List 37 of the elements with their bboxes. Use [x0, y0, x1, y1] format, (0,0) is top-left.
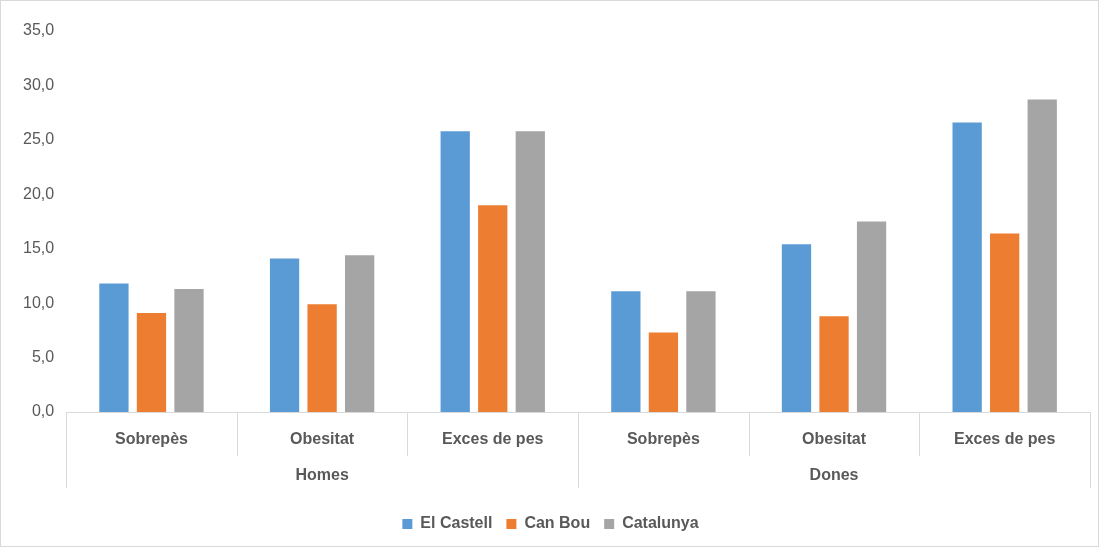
y-tick-label: 25,0	[23, 130, 55, 148]
bar	[345, 255, 375, 412]
bar	[781, 244, 812, 412]
x-tick-label: Exces de pes	[953, 430, 1056, 448]
x-tick-label: Obesitat	[802, 430, 867, 448]
bar	[307, 304, 337, 412]
bar	[136, 312, 167, 412]
bar	[1027, 99, 1057, 412]
x-tick-label: Sobrepès	[115, 430, 189, 448]
y-tick-label: 30,0	[23, 75, 55, 93]
legend-label: El Castell	[420, 514, 493, 532]
x-tick-label: Sobrepès	[626, 430, 700, 448]
y-tick-label: 20,0	[23, 184, 55, 202]
bar	[174, 288, 204, 412]
bar	[819, 316, 849, 412]
bar	[952, 122, 982, 412]
y-tick-label: 0,0	[31, 402, 55, 420]
x-tick-label: Obesitat	[290, 430, 355, 448]
y-tick-label: 10,0	[23, 293, 55, 311]
y-tick-label: 35,0	[23, 21, 55, 39]
bar	[269, 258, 300, 412]
bar	[648, 332, 679, 412]
legend-label: Can Bou	[524, 514, 591, 532]
bar	[611, 291, 641, 412]
bar	[99, 283, 129, 412]
bar	[515, 131, 545, 412]
y-tick-label: 15,0	[23, 239, 55, 257]
bar	[990, 233, 1020, 412]
legend-label: Catalunya	[622, 514, 699, 532]
bar	[686, 291, 716, 412]
bar	[478, 205, 508, 412]
x-tick-label: Exces de pes	[442, 430, 544, 448]
text: Homes	[295, 466, 349, 484]
bar	[856, 221, 887, 412]
y-tick-label: 5,0	[31, 347, 55, 365]
bar	[440, 131, 470, 412]
text: Dones	[809, 466, 859, 484]
